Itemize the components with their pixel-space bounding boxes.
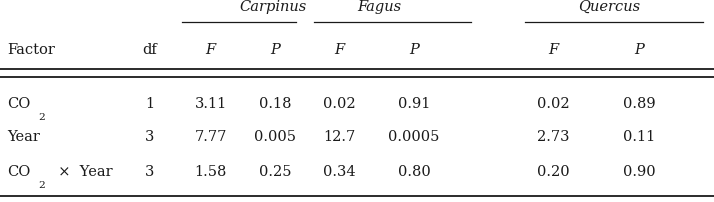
Text: P: P — [634, 43, 644, 56]
Text: 7.77: 7.77 — [194, 129, 227, 143]
Text: 0.02: 0.02 — [537, 96, 570, 110]
Text: 1.58: 1.58 — [194, 164, 227, 178]
Text: 0.20: 0.20 — [537, 164, 570, 178]
Text: F: F — [334, 43, 344, 56]
Text: Carpinus: Carpinus — [239, 0, 306, 14]
Text: 2: 2 — [39, 180, 46, 189]
Text: 2: 2 — [39, 113, 46, 122]
Text: 3: 3 — [145, 129, 155, 143]
Text: F: F — [206, 43, 216, 56]
Text: 3.11: 3.11 — [194, 96, 227, 110]
Text: 0.34: 0.34 — [323, 164, 356, 178]
Text: 0.91: 0.91 — [398, 96, 431, 110]
Text: 1: 1 — [146, 96, 154, 110]
Text: CO: CO — [7, 164, 31, 178]
Text: 0.25: 0.25 — [258, 164, 291, 178]
Text: 0.0005: 0.0005 — [388, 129, 440, 143]
Text: 12.7: 12.7 — [323, 129, 356, 143]
Text: ×  Year: × Year — [49, 164, 113, 178]
Text: Factor: Factor — [7, 43, 55, 56]
Text: Quercus: Quercus — [578, 0, 640, 14]
Text: 0.18: 0.18 — [258, 96, 291, 110]
Text: F: F — [548, 43, 558, 56]
Text: 3: 3 — [145, 164, 155, 178]
Text: df: df — [143, 43, 157, 56]
Text: P: P — [409, 43, 419, 56]
Text: 0.02: 0.02 — [323, 96, 356, 110]
Text: 0.11: 0.11 — [623, 129, 655, 143]
Text: 0.005: 0.005 — [254, 129, 296, 143]
Text: Fagus: Fagus — [357, 0, 401, 14]
Text: 2.73: 2.73 — [537, 129, 570, 143]
Text: CO: CO — [7, 96, 31, 110]
Text: 0.89: 0.89 — [623, 96, 655, 110]
Text: 0.80: 0.80 — [398, 164, 431, 178]
Text: 0.90: 0.90 — [623, 164, 655, 178]
Text: Year: Year — [7, 129, 40, 143]
Text: P: P — [270, 43, 280, 56]
